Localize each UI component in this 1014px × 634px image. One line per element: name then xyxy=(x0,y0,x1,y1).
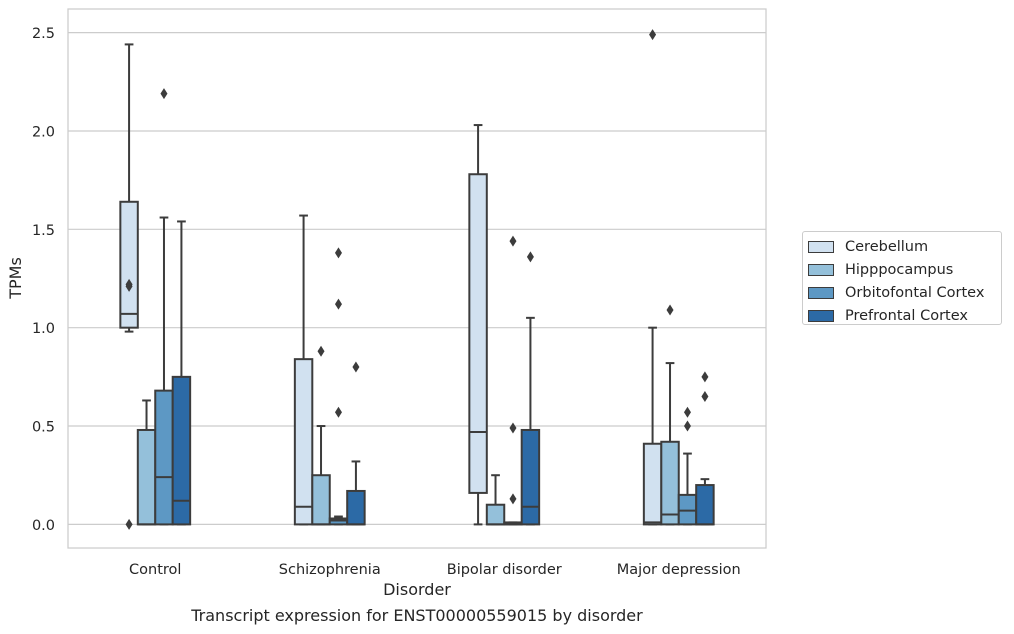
legend-swatch xyxy=(808,309,834,322)
x-tick-label: Major depression xyxy=(617,562,741,578)
y-tick-label: 1.5 xyxy=(32,223,55,239)
box-orbitofontal-cortex xyxy=(154,88,174,526)
box-prefrontal-cortex xyxy=(695,371,715,526)
box-prefrontal-cortex xyxy=(171,220,192,526)
box-body xyxy=(154,389,174,526)
x-tick-labels: Control Schizophrenia Bipolar disorder Majo… xyxy=(129,562,741,578)
outlier-point xyxy=(683,420,691,432)
outlier-point xyxy=(334,406,342,418)
outlier-point xyxy=(683,406,691,418)
outlier-point xyxy=(125,278,133,290)
box-body xyxy=(468,173,488,494)
box-orbitofontal-cortex xyxy=(328,247,349,526)
y-tick-label: 0.0 xyxy=(32,518,55,534)
box-body xyxy=(136,428,157,526)
outlier-point xyxy=(352,361,360,373)
boxes xyxy=(119,29,715,530)
y-tick-label: 0.5 xyxy=(32,420,55,436)
outlier-point xyxy=(334,247,342,259)
legend-label: Prefrontal Cortex xyxy=(845,307,968,324)
legend: Cerebellum Hipppocampus Orbitofontal Cor… xyxy=(802,231,1002,325)
outlier-point xyxy=(160,88,168,100)
box-cerebellum xyxy=(642,29,663,526)
legend-label: Cerebellum xyxy=(845,238,929,255)
legend-swatch xyxy=(808,286,834,299)
box-prefrontal-cortex xyxy=(346,361,366,526)
box-body xyxy=(642,442,663,526)
x-tick-label: Bipolar disorder xyxy=(447,562,562,578)
box-body xyxy=(346,489,366,526)
outlier-point xyxy=(317,345,325,357)
legend-item: Prefrontal Cortex xyxy=(808,304,1001,327)
x-axis-label: Disorder xyxy=(383,580,451,599)
outlier-point xyxy=(509,235,517,247)
box-body xyxy=(293,358,314,526)
legend-swatch xyxy=(808,240,834,253)
box-body xyxy=(485,503,506,526)
legend-item: Hipppocampus xyxy=(808,258,1001,281)
box-hipppocampus xyxy=(311,345,331,526)
y-axis-label: TPMs xyxy=(6,257,25,300)
box-body xyxy=(660,440,680,526)
legend-label: Hipppocampus xyxy=(845,261,954,278)
y-tick-label: 2.0 xyxy=(32,124,55,140)
y-tick-label: 1.0 xyxy=(32,321,55,337)
box-prefrontal-cortex xyxy=(520,251,541,526)
outlier-point xyxy=(334,298,342,310)
box-body xyxy=(171,375,192,526)
box-hipppocampus xyxy=(660,304,680,526)
y-tick-labels: 0.0 0.5 1.0 1.5 2.0 2.5 xyxy=(32,26,55,534)
box-cerebellum xyxy=(468,124,488,526)
box-hipppocampus xyxy=(136,399,157,526)
box-cerebellum xyxy=(119,43,139,530)
legend-item: Orbitofontal Cortex xyxy=(808,281,1001,304)
y-tick-label: 2.5 xyxy=(32,26,55,42)
box-body xyxy=(311,474,331,526)
box-cerebellum xyxy=(293,214,314,526)
box-body xyxy=(695,484,715,526)
legend-label: Orbitofontal Cortex xyxy=(845,284,985,301)
outlier-point xyxy=(649,29,657,41)
x-tick-label: Schizophrenia xyxy=(279,562,381,578)
figure-caption: Transcript expression for ENST0000055901… xyxy=(191,606,643,625)
box-orbitofontal-cortex xyxy=(503,235,523,526)
box-hipppocampus xyxy=(485,474,506,526)
box-body xyxy=(520,428,541,526)
outlier-point xyxy=(125,518,133,530)
outlier-point xyxy=(526,251,534,263)
outlier-point xyxy=(509,422,517,434)
plot-frame xyxy=(67,8,767,549)
outlier-point xyxy=(666,304,674,316)
outlier-point xyxy=(509,493,517,505)
x-tick-label: Control xyxy=(129,562,181,578)
outlier-point xyxy=(701,371,709,383)
box-body xyxy=(119,200,139,329)
outlier-point xyxy=(701,391,709,403)
legend-item: Cerebellum xyxy=(808,235,1001,258)
box-orbitofontal-cortex xyxy=(677,406,698,526)
legend-swatch xyxy=(808,263,834,276)
